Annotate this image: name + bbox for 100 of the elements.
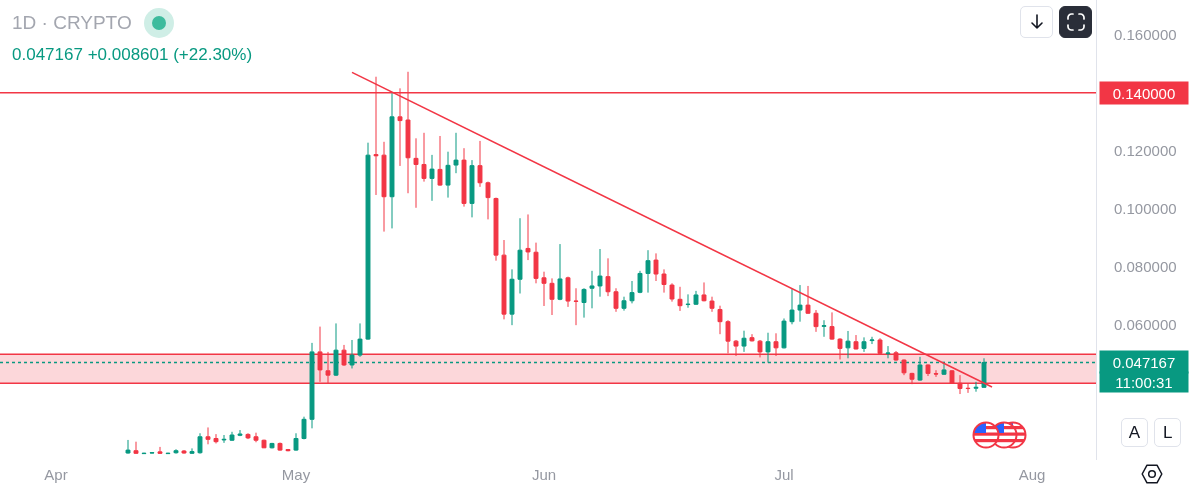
candlestick bbox=[853, 334, 859, 350]
candlestick bbox=[565, 276, 571, 308]
candlestick bbox=[741, 330, 747, 353]
candlestick bbox=[133, 441, 139, 455]
candlestick bbox=[885, 345, 891, 359]
toggle-button: L bbox=[1154, 418, 1182, 447]
candlestick bbox=[677, 286, 683, 312]
candlestick bbox=[717, 305, 723, 335]
candlestick bbox=[781, 317, 787, 349]
text: 11:00:31 bbox=[1115, 373, 1173, 391]
candlestick bbox=[581, 287, 587, 319]
candlestick bbox=[285, 448, 291, 452]
candlestick bbox=[653, 252, 659, 282]
candlestick bbox=[597, 248, 603, 298]
candlestick bbox=[221, 434, 227, 444]
y-tick-label: 0.060000 bbox=[1114, 316, 1177, 334]
x-tick-label: Aug bbox=[1018, 466, 1046, 483]
candlestick bbox=[797, 284, 803, 323]
candlestick bbox=[925, 363, 931, 377]
ref-line-label: 0.047167 bbox=[1112, 353, 1176, 371]
y-tick-label: 0.100000 bbox=[1114, 200, 1177, 218]
candlestick bbox=[205, 426, 211, 445]
candlestick bbox=[941, 361, 947, 376]
text: 1D · CRYPTO bbox=[12, 12, 132, 34]
candlestick bbox=[829, 311, 835, 341]
candlestick bbox=[269, 442, 275, 449]
candlestick bbox=[573, 287, 579, 326]
candlestick bbox=[613, 287, 619, 313]
candlestick bbox=[557, 243, 563, 301]
candlestick bbox=[149, 451, 155, 454]
candlestick bbox=[637, 270, 643, 294]
candlestick bbox=[509, 268, 515, 326]
candlestick bbox=[197, 432, 203, 455]
candlestick bbox=[253, 432, 259, 443]
candlestick bbox=[237, 429, 243, 437]
candlestick bbox=[429, 154, 435, 202]
candlestick bbox=[709, 296, 715, 313]
text: 0.047167 +0.008601 (+22.30%) bbox=[12, 45, 253, 65]
candlestick bbox=[517, 217, 523, 294]
candlestick bbox=[157, 446, 163, 455]
candlestick bbox=[293, 432, 299, 452]
candlestick bbox=[173, 448, 179, 455]
ref-line-label: 0.140000 bbox=[1112, 84, 1176, 102]
candlestick bbox=[869, 336, 875, 345]
candlestick bbox=[445, 151, 451, 199]
candlestick bbox=[805, 285, 811, 315]
candlestick bbox=[789, 287, 795, 325]
candlestick bbox=[661, 268, 667, 294]
candlestick bbox=[357, 322, 363, 358]
x-tick-label: Jul bbox=[774, 466, 794, 483]
candlestick bbox=[525, 213, 531, 261]
candlestick bbox=[381, 141, 387, 233]
candlestick bbox=[589, 270, 595, 309]
candlestick bbox=[261, 439, 267, 449]
x-tick-label: May bbox=[281, 466, 311, 483]
candlestick bbox=[493, 197, 499, 262]
candlestick bbox=[301, 416, 307, 440]
candlestick bbox=[277, 442, 283, 452]
candlestick bbox=[125, 439, 131, 455]
candlestick bbox=[701, 281, 707, 302]
candlestick bbox=[541, 271, 547, 307]
candlestick bbox=[189, 447, 195, 455]
x-tick-label: Jun bbox=[531, 466, 557, 483]
candlestick bbox=[229, 431, 235, 442]
candlestick bbox=[421, 132, 427, 183]
candlestick bbox=[749, 333, 755, 342]
candlestick bbox=[461, 147, 467, 208]
candlestick bbox=[845, 330, 851, 359]
candlestick bbox=[501, 239, 507, 320]
candlestick bbox=[389, 92, 395, 229]
candlestick bbox=[973, 381, 979, 393]
candlestick bbox=[901, 358, 907, 376]
candlestick bbox=[469, 159, 475, 218]
candlestick bbox=[629, 280, 635, 304]
y-tick-label: 0.160000 bbox=[1114, 25, 1177, 43]
candlestick bbox=[181, 449, 187, 455]
candlestick bbox=[861, 336, 867, 353]
candlestick bbox=[413, 137, 419, 209]
candlestick bbox=[245, 432, 251, 440]
candlestick bbox=[933, 369, 939, 378]
y-tick-label: 0.120000 bbox=[1114, 142, 1177, 160]
candlestick bbox=[605, 257, 611, 297]
candlestick bbox=[685, 293, 691, 309]
candlestick bbox=[453, 132, 459, 174]
y-tick-label: 0.080000 bbox=[1114, 258, 1177, 276]
candlestick bbox=[533, 242, 539, 284]
x-tick-label: Apr bbox=[44, 466, 68, 483]
candlestick bbox=[621, 296, 627, 312]
candlestick bbox=[213, 433, 219, 444]
candlestick bbox=[437, 135, 443, 187]
candlestick bbox=[477, 140, 483, 188]
candlestick bbox=[813, 309, 819, 333]
candlestick bbox=[645, 249, 651, 294]
candlestick bbox=[549, 277, 555, 316]
candlestick bbox=[365, 142, 371, 341]
candlestick bbox=[821, 319, 827, 338]
toggle-button: A bbox=[1121, 418, 1148, 447]
candlestick bbox=[669, 282, 675, 303]
candlestick bbox=[693, 290, 699, 306]
candlestick bbox=[485, 181, 491, 220]
